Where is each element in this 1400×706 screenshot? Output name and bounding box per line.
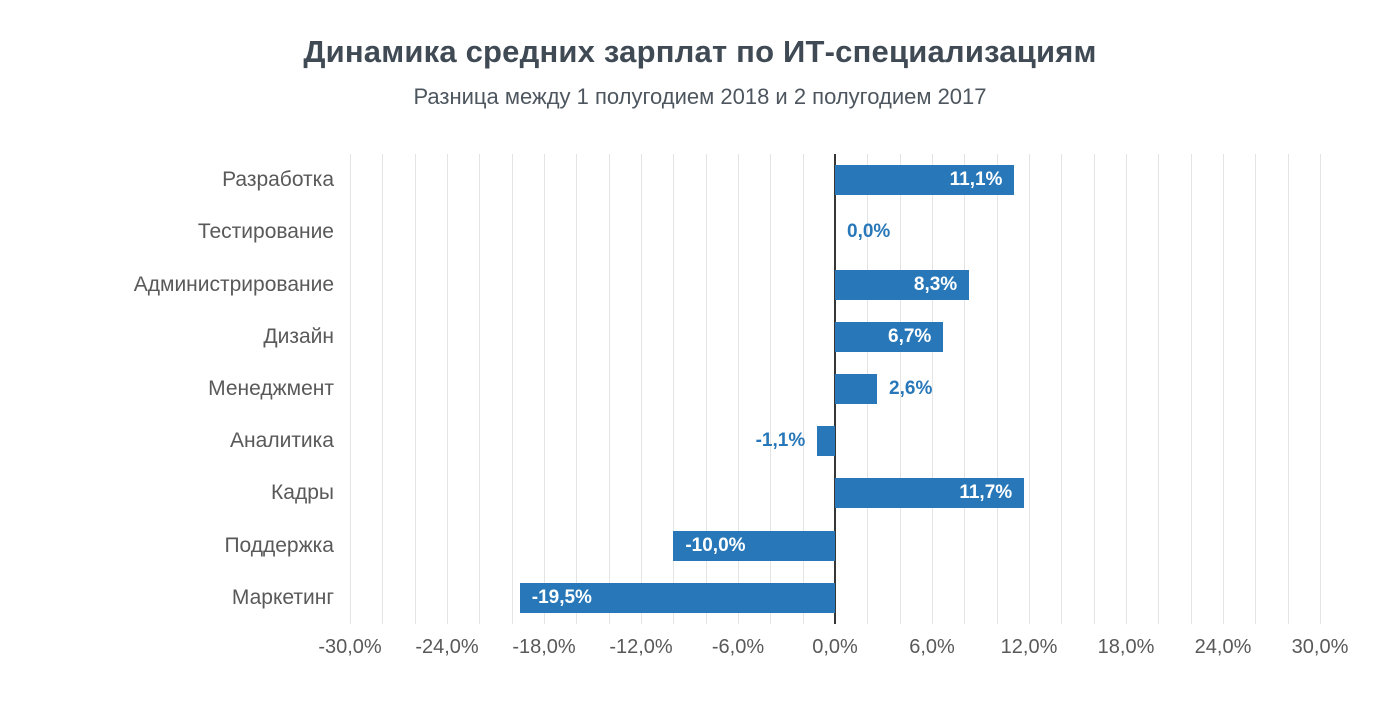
- gridline: [479, 154, 481, 624]
- bar-row: -19,5%: [350, 572, 1320, 624]
- x-axis: -30,0% -24,0% -18,0% -12,0% -6,0% 0,0% 6,0% 12,…: [318, 624, 1348, 668]
- gridline: [544, 154, 545, 624]
- gridline: [1158, 154, 1160, 624]
- bar-row: -1,1%: [350, 415, 1320, 467]
- x-tick-label: -24,0%: [415, 636, 479, 658]
- bar-row: 2,6%: [350, 363, 1320, 415]
- bar: [835, 373, 878, 404]
- gridline: [1190, 154, 1192, 624]
- x-tick-label: -12,0%: [609, 636, 673, 658]
- category-label: Кадры: [271, 481, 334, 505]
- category-label: Дизайн: [263, 324, 334, 348]
- bar-row: 6,7%: [350, 311, 1320, 363]
- bar: [519, 582, 835, 613]
- chart-title: Динамика средних зарплат по ИТ-специализ…: [303, 34, 1097, 69]
- bar-value-label: 11,1%: [949, 169, 1003, 191]
- gridline: [414, 154, 416, 624]
- chart-subtitle: Разница между 1 полугодием 2018 и 2 полу…: [413, 84, 987, 109]
- gridline: [576, 154, 578, 624]
- gridline: [608, 154, 610, 624]
- gridline: [1093, 154, 1095, 624]
- bar: [835, 321, 944, 352]
- gridline: [1061, 154, 1063, 624]
- bar: [673, 530, 835, 561]
- x-tick-label: 24,0%: [1194, 636, 1252, 658]
- x-tick-label: 18,0%: [1097, 636, 1155, 658]
- gridline: [770, 154, 772, 624]
- x-tick-label: 6,0%: [909, 636, 955, 658]
- x-tick-label: -18,0%: [512, 636, 576, 658]
- gridline: [1320, 154, 1321, 624]
- category-label: Тестирование: [197, 220, 334, 244]
- gridline: [738, 154, 739, 624]
- gridline: [1287, 154, 1289, 624]
- bar-value-label: 0,0%: [847, 221, 891, 243]
- category-label: Менеджмент: [208, 376, 334, 400]
- category-label: Разработка: [222, 168, 334, 192]
- gridline: [1255, 154, 1257, 624]
- gridline: [705, 154, 707, 624]
- x-tick-label: 12,0%: [1000, 636, 1058, 658]
- x-tick-label: -6,0%: [711, 636, 765, 658]
- category-label: Администрирование: [133, 272, 334, 296]
- category-label: Маркетинг: [231, 585, 334, 609]
- bar-row: -10,0%: [350, 520, 1320, 572]
- x-tick-label: 30,0%: [1291, 636, 1349, 658]
- gridline: [964, 154, 966, 624]
- bar: [817, 426, 835, 457]
- gridline: [899, 154, 901, 624]
- bar-value-label: 11,7%: [959, 482, 1013, 504]
- bar: [835, 478, 1025, 509]
- x-tick-label: -30,0%: [318, 636, 382, 658]
- plot-wrapper: Разработка Тестирование Администрирование Д…: [0, 154, 1400, 624]
- gridline: [802, 154, 804, 624]
- gridline: [447, 154, 448, 624]
- gridline: [350, 154, 351, 624]
- plot-area: 11,1% 0,0% 8,3% 6,7% 2,6% -1,1% 11,7% -10,0% -19…: [350, 154, 1321, 624]
- category-label: Поддержка: [224, 533, 334, 557]
- bar-value-label: -1,1%: [755, 430, 806, 452]
- gridline: [673, 154, 675, 624]
- gridline: [382, 154, 384, 624]
- bar-row: 0,0%: [350, 206, 1320, 258]
- bar-value-label: 8,3%: [913, 273, 958, 295]
- bar-value-label: -10,0%: [685, 534, 746, 556]
- gridline: [1029, 154, 1030, 624]
- bar: [835, 269, 970, 300]
- gridline: [1223, 154, 1224, 624]
- bar-row: 11,7%: [350, 467, 1320, 519]
- gridline: [1126, 154, 1127, 624]
- bar-value-label: 2,6%: [889, 377, 933, 399]
- bar-row: 8,3%: [350, 258, 1320, 310]
- bar-value-label: 6,7%: [888, 325, 932, 347]
- gridline: [641, 154, 642, 624]
- bar-row: 11,1%: [350, 154, 1320, 206]
- x-tick-label: 0,0%: [812, 636, 858, 658]
- category-label: Аналитика: [230, 429, 334, 453]
- bar-value-label: -19,5%: [531, 586, 592, 608]
- gridline: [932, 154, 933, 624]
- bar: [835, 165, 1015, 196]
- category-axis: Разработка Тестирование Администрирование Д…: [0, 154, 350, 624]
- gridline: [511, 154, 513, 624]
- gridline: [996, 154, 998, 624]
